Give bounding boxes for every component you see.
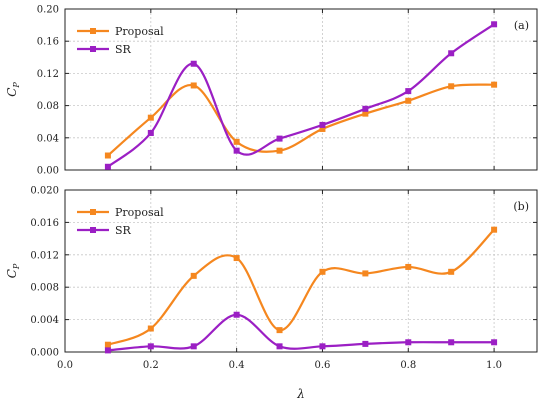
panel-a-ytick-label: 0.04 [37, 133, 59, 144]
panel-a-series-sr-point [147, 129, 154, 136]
panel-a-series-proposal-point [319, 125, 326, 132]
panel-a-series-sr-point [319, 121, 326, 128]
panel-b-legend-label: Proposal [115, 206, 164, 219]
panel-a-ytick-label: 0.16 [37, 37, 59, 48]
panel-a-ylabel-sub: P [12, 82, 21, 89]
panel-b-xlabel: λ [296, 387, 305, 401]
panel-b-series-sr-point [147, 343, 154, 350]
panel-a-series-proposal-point [448, 83, 455, 90]
panel-a-series-proposal-point [104, 152, 111, 159]
panel-b-series-proposal-point [147, 325, 154, 332]
panel-b-ylabel-sub: P [12, 263, 21, 270]
panel-a-series-sr-point [405, 88, 412, 95]
panel-b-xtick-label: 0.0 [57, 360, 73, 371]
panel-b-series-proposal-point [362, 270, 369, 277]
panel-a-legend-marker [90, 46, 96, 52]
panel-b-series-proposal-point [448, 268, 455, 275]
panel-a-legend-marker [90, 28, 96, 34]
panel-b-series-proposal-point [190, 272, 197, 279]
panel-a-ylabel: CP [5, 82, 21, 97]
panel-b-series-proposal-point [276, 327, 283, 334]
panel-b-xtick-label: 0.8 [400, 360, 416, 371]
panel-b-xtick-label: 1.0 [486, 360, 502, 371]
panel-a-plot-area [65, 9, 537, 170]
panel-a-label: (a) [514, 19, 529, 32]
panel-b-legend-label: SR [115, 224, 132, 237]
panel-a: 0.00 0.04 0.08 0.12 0.16 0.20 CP (a) Proposal SR [5, 5, 538, 177]
panel-b-series-proposal-point [319, 268, 326, 275]
panel-a-legend-label: Proposal [115, 25, 164, 38]
panel-a-ytick-label: 0.20 [37, 5, 59, 16]
panel-b-series-sr-point [233, 311, 240, 318]
panel-b: 0.000 0.004 0.008 0.012 0.016 0.020 0.0 0.2 0.4 0… [5, 186, 538, 401]
panel-b-series-sr-point [405, 339, 412, 346]
panel-b-series-proposal-point [104, 341, 111, 348]
panel-a-series-proposal-point [405, 97, 412, 104]
panel-b-series-proposal-point [491, 226, 498, 233]
panel-b-series-sr-point [276, 343, 283, 350]
panel-a-series-sr-point [104, 163, 111, 170]
panel-a-ytick-label: 0.08 [37, 101, 59, 112]
panel-b-series-sr-point [104, 347, 111, 354]
panel-b-series-sr-point [319, 343, 326, 350]
panel-a-series-proposal-point [147, 114, 154, 121]
panel-b-series-sr-point [448, 339, 455, 346]
panel-a-series-proposal-point [190, 82, 197, 89]
panel-a-series-proposal-point [233, 138, 240, 145]
panel-a-series-proposal-point [491, 81, 498, 88]
panel-a-series-proposal-point [276, 147, 283, 154]
panel-b-series-sr-point [190, 343, 197, 350]
panel-a-series-sr-point [276, 135, 283, 142]
panel-b-ytick-label: 0.016 [30, 218, 59, 229]
panel-a-series-sr-point [190, 60, 197, 67]
panel-a-series-proposal-point [362, 110, 369, 117]
panel-b-series-proposal-point [405, 263, 412, 270]
panel-b-xtick-label: 0.4 [229, 360, 245, 371]
panel-b-frame [64, 189, 538, 353]
panel-a-ytick-label: 0.00 [37, 166, 59, 177]
panel-a-frame [64, 8, 538, 171]
panel-b-ytick-label: 0.012 [30, 250, 59, 261]
panel-a-series-sr-point [362, 105, 369, 112]
panel-b-series-proposal-line [107, 228, 495, 346]
panel-a-legend-label: SR [115, 43, 132, 56]
panel-b-series-sr-point [362, 340, 369, 347]
panel-a-series-sr-line [107, 23, 495, 168]
panel-b-series-proposal-point [233, 255, 240, 262]
panel-b-plot-area [65, 190, 537, 352]
panel-b-ytick-label: 0.004 [30, 315, 59, 326]
panel-b-label: (b) [513, 200, 529, 213]
panel-a-series-sr-point [491, 21, 498, 28]
panel-a-series-sr-point [233, 147, 240, 154]
panel-b-ylabel-main: C [5, 269, 19, 278]
panel-a-ytick-label: 0.12 [37, 69, 59, 80]
panel-b-legend-marker [90, 227, 96, 233]
panel-b-ylabel: CP [5, 263, 21, 278]
panel-b-series-sr-line [107, 313, 495, 352]
panel-b-series-sr-point [491, 339, 498, 346]
panel-a-series-proposal-line [107, 83, 495, 157]
panel-a-ylabel-main: C [5, 88, 19, 97]
panel-b-legend-marker [90, 209, 96, 215]
panel-b-ytick-label: 0.008 [30, 283, 59, 294]
panel-a-series-sr-point [448, 50, 455, 57]
panel-b-ytick-label: 0.020 [30, 186, 59, 197]
panel-b-xtick-label: 0.2 [143, 360, 159, 371]
panel-b-ytick-label: 0.000 [30, 348, 59, 359]
panel-b-xtick-label: 0.6 [315, 360, 331, 371]
